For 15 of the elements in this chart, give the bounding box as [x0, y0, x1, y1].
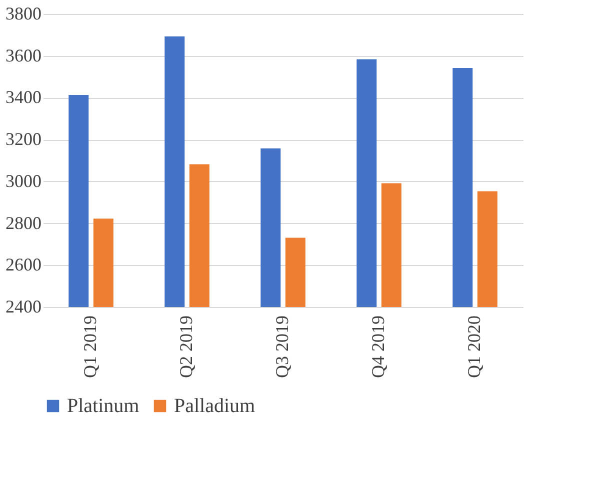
y-tick-label: 2800: [6, 212, 42, 233]
x-tick-label: Q3 2019: [272, 316, 292, 378]
legend-label: Platinum: [67, 395, 140, 417]
y-tick-label: 3800: [6, 4, 42, 24]
y-tick-label: 3200: [6, 129, 42, 150]
y-tick-label: 3600: [6, 45, 42, 66]
x-tick-label: Q4 2019: [368, 316, 388, 378]
y-tick-label: 2400: [6, 296, 42, 316]
y-tick-label: 3000: [6, 170, 42, 191]
x-tick-label: Q1 2019: [80, 316, 100, 378]
x-tick-label: Q2 2019: [176, 316, 196, 378]
x-tick-label: Q1 2020: [464, 316, 484, 378]
y-tick-label: 3400: [6, 87, 42, 108]
y-tick-label: 2600: [6, 254, 42, 275]
legend-label: Palladium: [174, 395, 256, 417]
